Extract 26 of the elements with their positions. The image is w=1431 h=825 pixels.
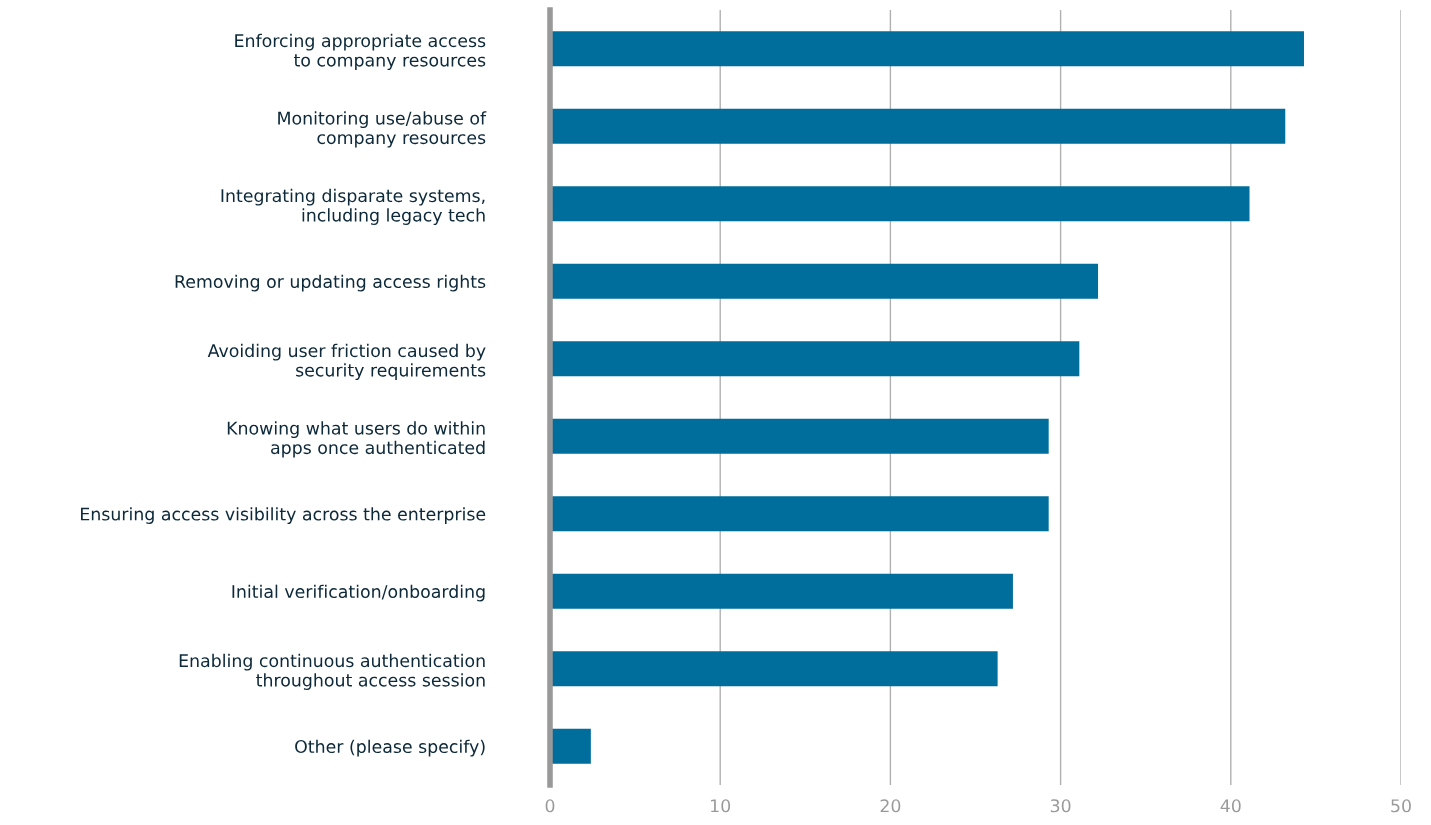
y-tick-label: Ensuring access visibility across the enterprise bbox=[81, 507, 486, 524]
x-tick-label: 20 bbox=[880, 799, 901, 813]
x-tick-label: 30 bbox=[1050, 799, 1071, 813]
y-tick-label: Enforcing appropriate access to company resources bbox=[235, 33, 486, 70]
x-tick-label: 10 bbox=[711, 799, 731, 813]
bar bbox=[550, 263, 1099, 299]
bar bbox=[550, 651, 998, 687]
bar bbox=[550, 341, 1080, 377]
y-tick-label: Avoiding user friction caused by security requirements bbox=[207, 343, 486, 380]
bar bbox=[550, 573, 1013, 609]
bar bbox=[550, 418, 1049, 454]
bar bbox=[550, 108, 1286, 144]
y-tick-label: Monitoring use/abuse of company resources bbox=[278, 111, 487, 148]
bar bbox=[550, 31, 1304, 67]
bar bbox=[550, 186, 1250, 222]
bar bbox=[550, 728, 591, 764]
y-tick-label: Initial verification/onboarding bbox=[232, 584, 485, 602]
x-tick-label: 0 bbox=[545, 799, 555, 813]
x-tick-label: 40 bbox=[1220, 799, 1241, 813]
y-tick-label: Removing or updating access rights bbox=[175, 274, 486, 292]
y-tick-label: Other (please specify) bbox=[295, 739, 485, 757]
y-tick-label: Knowing what users do within apps once authenticated bbox=[227, 421, 485, 458]
bar bbox=[550, 496, 1049, 532]
x-tick-label: 50 bbox=[1391, 799, 1411, 813]
y-tick-label: Integrating disparate systems, including legacy tech bbox=[221, 188, 485, 225]
y-tick-label: Enabling continuous authentication throughout access session bbox=[179, 653, 485, 690]
